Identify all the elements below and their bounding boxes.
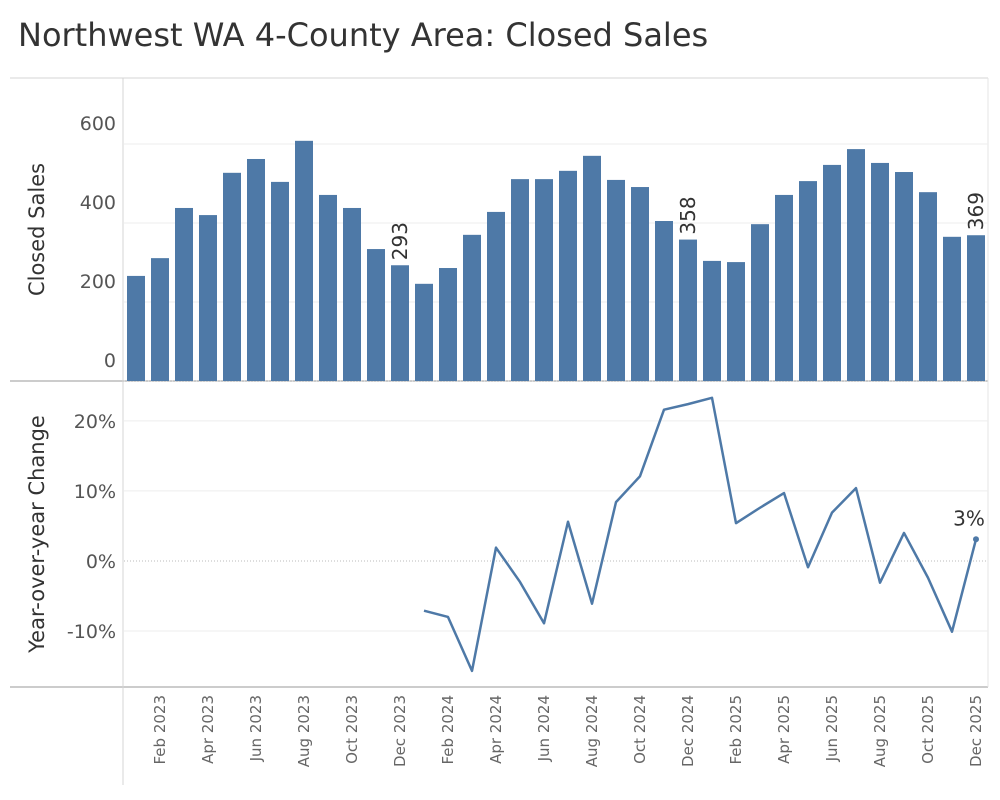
x-tick-label: Aug 2024 (583, 695, 601, 767)
bar (271, 181, 289, 381)
bar (967, 235, 985, 381)
bar (343, 207, 361, 381)
x-tick-label: Apr 2023 (199, 695, 217, 764)
bar (895, 172, 913, 381)
y-tick-label: 20% (74, 411, 116, 433)
bar (535, 179, 553, 381)
bar (775, 194, 793, 381)
y-axis-title: Closed Sales (25, 163, 49, 296)
bar (175, 207, 193, 381)
bar (247, 158, 265, 381)
bar (559, 170, 577, 381)
x-tick-label: Apr 2024 (487, 695, 505, 764)
x-tick-label: Feb 2024 (439, 695, 457, 765)
data-label: 3% (953, 506, 985, 530)
bar (583, 155, 601, 381)
chart-title: Northwest WA 4-County Area: Closed Sales (18, 16, 708, 54)
bar (655, 221, 673, 381)
y-tick-label: 0 (104, 350, 116, 372)
bar (367, 249, 385, 381)
bar (319, 194, 337, 381)
bar (847, 149, 865, 381)
y-tick-label: 200 (80, 271, 116, 293)
bar (151, 258, 169, 381)
bar (487, 211, 505, 381)
bar (751, 224, 769, 381)
bar (295, 140, 313, 381)
bar (223, 172, 241, 381)
x-tick-label: Aug 2025 (871, 695, 889, 767)
x-tick-label: Jun 2025 (823, 695, 841, 762)
y-tick-label: 600 (80, 113, 116, 135)
point (973, 536, 979, 543)
x-tick-label: Aug 2023 (295, 695, 313, 767)
x-tick-label: Oct 2023 (343, 695, 361, 764)
bar (823, 164, 841, 381)
x-tick-label: Jun 2024 (535, 695, 553, 762)
x-tick-label: Dec 2025 (967, 695, 985, 767)
bar (511, 179, 529, 381)
bar (199, 215, 217, 381)
data-label: 369 (964, 192, 988, 230)
bar (631, 187, 649, 381)
x-tick-label: Jun 2023 (247, 695, 265, 762)
x-tick-label: Oct 2025 (919, 695, 937, 764)
data-label: 293 (388, 222, 412, 260)
bar (703, 260, 721, 381)
bar (871, 162, 889, 381)
bar (607, 179, 625, 381)
y-axis-title: Year-over-year Change (25, 415, 49, 654)
line (423, 396, 978, 673)
x-tick-label: Feb 2025 (727, 695, 745, 765)
data-label: 358 (676, 196, 700, 234)
bar (919, 192, 937, 381)
bar (463, 234, 481, 381)
x-tick-label: Feb 2023 (151, 695, 169, 765)
bar (799, 181, 817, 381)
x-tick-label: Oct 2024 (631, 695, 649, 764)
bar (415, 283, 433, 381)
x-tick-label: Apr 2025 (775, 695, 793, 764)
bar (391, 265, 409, 381)
bar (439, 268, 457, 381)
y-tick-label: -10% (67, 621, 116, 643)
y-tick-label: 0% (86, 551, 116, 573)
y-tick-label: 400 (80, 192, 116, 214)
x-tick-label: Dec 2024 (679, 695, 697, 767)
bar (943, 236, 961, 381)
bar (679, 239, 697, 381)
bar (727, 262, 745, 381)
x-tick-label: Dec 2023 (391, 695, 409, 767)
y-tick-label: 10% (74, 481, 116, 503)
bar (127, 275, 145, 381)
